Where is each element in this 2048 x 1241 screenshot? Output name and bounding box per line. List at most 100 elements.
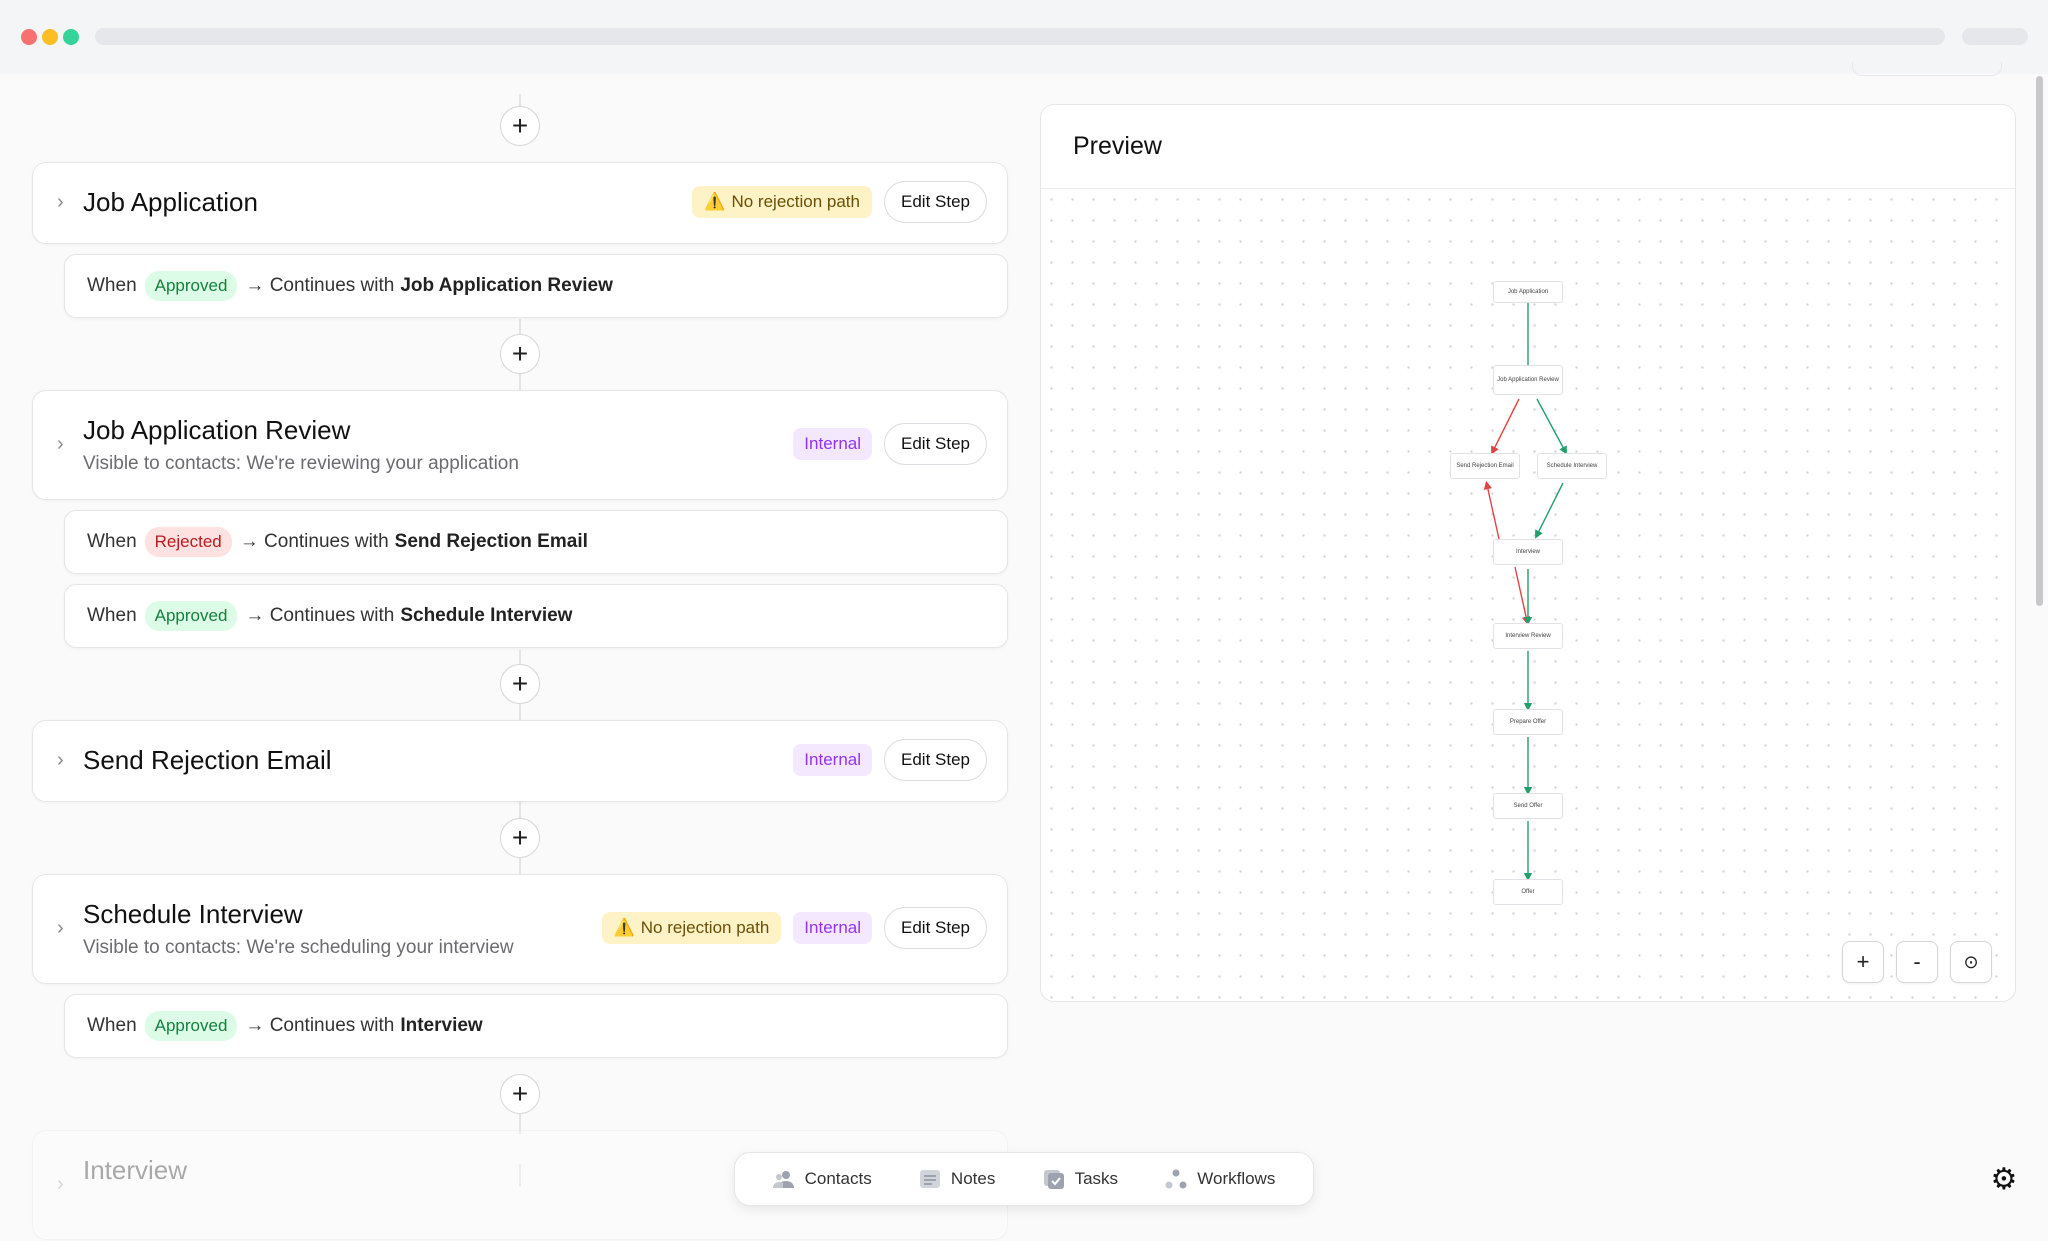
- nav-tasks[interactable]: Tasks: [1043, 1169, 1118, 1189]
- maximize-window-button[interactable]: [63, 29, 79, 45]
- step-title: Interview: [83, 1155, 188, 1185]
- scrollbar-thumb[interactable]: [2036, 76, 2043, 606]
- nav-workflows[interactable]: Workflows: [1165, 1169, 1275, 1189]
- flow-node[interactable]: Schedule Interview: [1537, 453, 1607, 479]
- connector-line: [519, 319, 521, 337]
- status-approved-badge: Approved: [144, 601, 238, 631]
- nav-contacts-label: Contacts: [804, 1169, 872, 1188]
- flow-node[interactable]: Job Application: [1493, 281, 1563, 303]
- transition-when: When: [87, 605, 137, 626]
- warning-badge-label: No rejection path: [731, 192, 860, 211]
- flow-edges: [1483, 295, 1567, 882]
- workflow-steps-list: + › Job Application ⚠️ No rejection path…: [31, 74, 1011, 1241]
- transition-text: → Continues with: [245, 275, 395, 296]
- edge-approved: [1535, 482, 1564, 539]
- add-step-button[interactable]: +: [500, 818, 540, 858]
- add-step-button[interactable]: +: [500, 664, 540, 704]
- step-title: Send Rejection Email: [83, 745, 332, 775]
- preview-canvas[interactable]: Job Application Job Application Review S…: [1041, 189, 2015, 1001]
- flow-node[interactable]: Job Application Review: [1493, 365, 1563, 395]
- connector-line: [519, 1108, 521, 1134]
- chevron-right-icon[interactable]: ›: [57, 1173, 64, 1195]
- add-step-button[interactable]: +: [500, 334, 540, 374]
- connector-line: [519, 1164, 521, 1186]
- add-step-button[interactable]: +: [500, 1074, 540, 1114]
- edit-step-button[interactable]: Edit Step: [884, 423, 987, 465]
- preview-title: Preview: [1041, 105, 2015, 189]
- status-rejected-badge: Rejected: [144, 527, 232, 557]
- transition-row[interactable]: When Approved → Continues with Schedule …: [64, 584, 1008, 648]
- nav-workflows-label: Workflows: [1197, 1169, 1276, 1188]
- step-subtitle: Visible to contacts: We're reviewing you…: [83, 453, 519, 474]
- transition-row[interactable]: When Approved → Continues with Interview: [64, 994, 1008, 1058]
- edge-rejected: [1514, 566, 1531, 626]
- nav-notes[interactable]: Notes: [919, 1169, 995, 1189]
- internal-badge: Internal: [793, 744, 872, 776]
- edit-step-button[interactable]: Edit Step: [884, 181, 987, 223]
- chevron-right-icon[interactable]: ›: [57, 749, 64, 771]
- zoom-in-button[interactable]: +: [1842, 941, 1884, 983]
- flow-node[interactable]: Interview Review: [1493, 623, 1563, 649]
- close-window-button[interactable]: [21, 29, 37, 45]
- transition-when: When: [87, 531, 137, 552]
- chevron-right-icon[interactable]: ›: [57, 191, 64, 213]
- step-title: Job Application: [83, 187, 258, 217]
- warning-badge: ⚠️ No rejection path: [601, 912, 782, 944]
- browser-chrome: [0, 0, 2048, 74]
- nav-contacts[interactable]: Contacts: [772, 1169, 872, 1189]
- step-card-job-application[interactable]: › Job Application ⚠️ No rejection path E…: [32, 162, 1008, 244]
- step-title: Schedule Interview: [83, 899, 303, 929]
- flow-node[interactable]: Offer: [1493, 879, 1563, 905]
- step-subtitle: Visible to contacts: We're scheduling yo…: [83, 937, 514, 958]
- zoom-out-button[interactable]: -: [1896, 941, 1938, 983]
- browser-controls[interactable]: [1962, 28, 2028, 45]
- fit-view-button[interactable]: ⊙: [1950, 941, 1992, 983]
- step-title: Job Application Review: [83, 415, 351, 445]
- transition-target: Send Rejection Email: [394, 531, 588, 552]
- status-approved-badge: Approved: [144, 271, 238, 301]
- step-card-schedule-interview[interactable]: › Schedule Interview Visible to contacts…: [32, 874, 1008, 984]
- status-approved-badge: Approved: [144, 1011, 238, 1041]
- warning-icon: ⚠️: [704, 192, 726, 211]
- toolbar-remnant: [1852, 62, 2002, 76]
- step-card-job-application-review[interactable]: › Job Application Review Visible to cont…: [32, 390, 1008, 500]
- address-bar[interactable]: [95, 28, 1945, 45]
- transition-text: → Continues with: [239, 531, 389, 552]
- transition-row[interactable]: When Approved → Continues with Job Appli…: [64, 254, 1008, 318]
- internal-badge: Internal: [793, 912, 872, 944]
- step-card-send-rejection-email[interactable]: › Send Rejection Email Internal Edit Ste…: [32, 720, 1008, 802]
- add-step-button[interactable]: +: [500, 106, 540, 146]
- edge-rejected: [1491, 398, 1520, 455]
- flow-node[interactable]: Interview: [1493, 539, 1563, 565]
- flow-node[interactable]: Send Rejection Email: [1450, 453, 1520, 479]
- warning-badge-label: No rejection path: [640, 918, 770, 937]
- connector-line: [519, 374, 521, 392]
- notes-icon: [919, 1170, 940, 1188]
- minimize-window-button[interactable]: [42, 29, 58, 45]
- preview-panel: Preview Job Application Job Application …: [1040, 104, 2016, 1002]
- settings-gear-icon[interactable]: ⚙: [1990, 1163, 2018, 1196]
- nav-notes-label: Notes: [950, 1169, 996, 1188]
- connector-line: [519, 704, 521, 722]
- edit-step-button[interactable]: Edit Step: [884, 739, 987, 781]
- tasks-icon: [1043, 1170, 1064, 1189]
- transition-when: When: [87, 275, 137, 296]
- flow-node[interactable]: Prepare Offer: [1493, 709, 1563, 735]
- contacts-icon: [772, 1171, 794, 1188]
- transition-target: Job Application Review: [400, 275, 613, 296]
- transition-target: Interview: [400, 1015, 483, 1036]
- chevron-right-icon[interactable]: ›: [57, 917, 64, 939]
- workflows-icon: [1165, 1169, 1187, 1189]
- transition-row[interactable]: When Rejected → Continues with Send Reje…: [64, 510, 1008, 574]
- connector-line: [519, 650, 521, 668]
- warning-icon: ⚠️: [613, 918, 635, 937]
- connector-line: [519, 856, 521, 878]
- chevron-right-icon[interactable]: ›: [57, 433, 64, 455]
- bottom-nav: Contacts Notes Tasks Workflows: [734, 1152, 1314, 1206]
- transition-when: When: [87, 1015, 137, 1036]
- warning-badge: ⚠️ No rejection path: [692, 186, 872, 218]
- edge-rejected: [1483, 480, 1500, 540]
- edit-step-button[interactable]: Edit Step: [884, 907, 987, 949]
- flow-node[interactable]: Send Offer: [1493, 793, 1563, 819]
- internal-badge: Internal: [793, 428, 872, 460]
